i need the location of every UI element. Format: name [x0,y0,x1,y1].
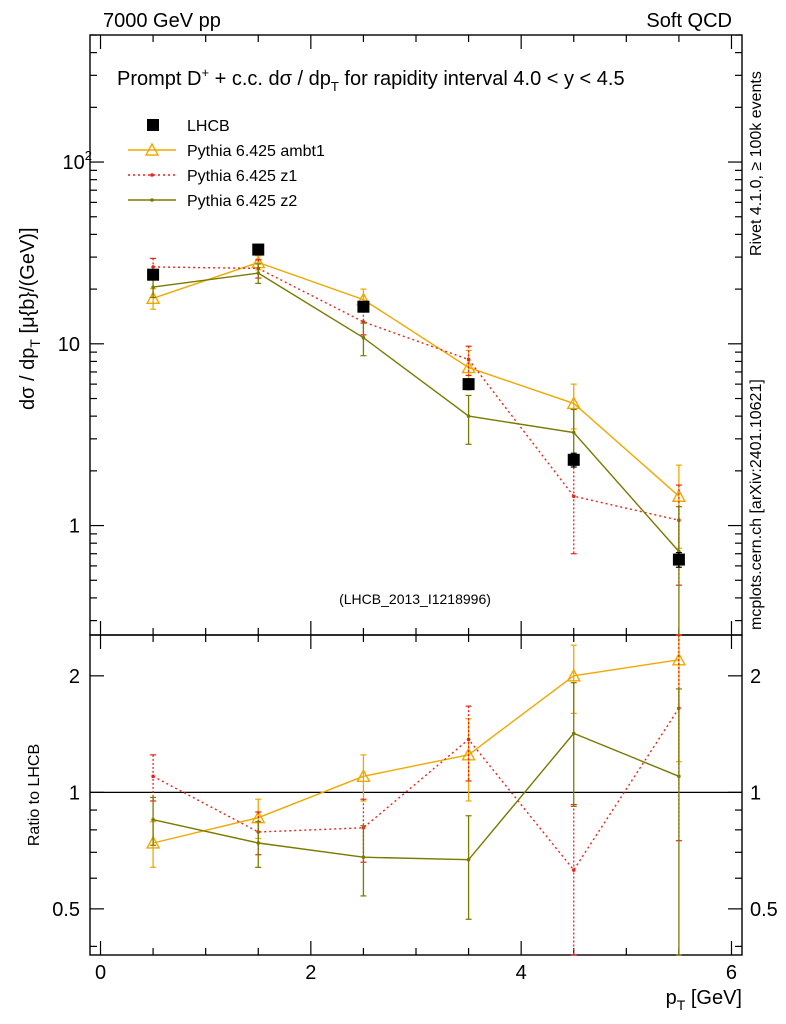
ratio-series-z1 [150,634,682,956]
main-y-tick-label-sup: 2 [85,148,92,163]
ratio-z1-dot-marker [151,774,155,779]
ratio-ambt1-triangle-marker [566,668,581,682]
ratio-z2-dot-marker [361,855,366,859]
legend-item-z2: Pythia 6.425 z2 [128,193,297,210]
ratio-plot-frame [89,634,743,956]
main-y-tick-label: 102 [63,148,92,174]
x-tick-label: 2 [305,962,316,984]
legend-item-lhcb: LHCB [147,118,230,135]
main-y-axis-label: dσ / dpT [μ{b}/(GeV)] [17,227,43,410]
ratio-series-z2 [150,682,682,956]
ratio-y-tick-label: 0.5 [52,899,80,921]
side-label-mcplots: mcplots.cern.ch [arXiv:2401.10621] [748,379,765,630]
ratio-z1-dot-marker [571,868,576,872]
ratio-z1-dot-marker [466,737,471,742]
header-right: Soft QCD [646,10,732,32]
legend-dot-marker [150,198,154,202]
main-lhcb-square-marker [672,553,685,566]
ratio-ambt1-triangle-marker [356,768,371,783]
main-line-z2 [153,272,680,552]
ratio-z2-dot-marker [151,817,155,822]
x-label-post: [GeV] [685,987,742,1009]
ratio-z2-dot-marker [256,841,261,845]
main-series-layer [145,243,687,636]
main-ambt1-triangle-marker [566,395,581,410]
y-label-post: [μ{b}/(GeV)] [17,227,39,339]
x-axis-label: pT [GeV] [666,987,742,1013]
title-rest: for rapidity interval 4.0 < y < 4.5 [339,68,625,90]
title-prefix: Prompt D [117,68,201,90]
title-suffix: + c.c. dσ / dp [209,68,331,90]
ratio-z2-dot-marker [466,857,471,862]
side-label-rivet: Rivet 4.1.0, ≥ 100k events [748,71,765,256]
legend-label: Pythia 6.425 ambt1 [187,143,325,160]
ratio-line-z2 [152,732,680,861]
ratio-line-z1 [152,707,680,872]
main-lhcb-square-marker [462,378,475,391]
ratio-y-axis-label: Ratio to LHCB [26,744,43,846]
ratio-y-tick-label-right: 0.5 [750,899,778,921]
main-series-z2 [150,263,682,636]
main-z2-dot-marker [361,335,366,340]
ratio-series-layer [145,634,687,956]
ratio-z2-dot-marker [677,774,681,779]
legend: LHCB Pythia 6.425 ambt1 Pythia 6.425 z1 Pyt… [128,118,325,210]
title-sup: + [201,65,209,80]
legend-item-z1: Pythia 6.425 z1 [128,168,297,185]
analysis-watermark: (LHCB_2013_I1218996) [339,591,491,607]
legend-label: LHCB [187,118,230,135]
legend-label: Pythia 6.425 z2 [187,193,297,210]
main-z2-dot-marker [151,285,155,289]
main-lhcb-square-marker [147,268,160,281]
legend-triangle-marker [144,142,160,156]
ratio-line-ambt1 [152,659,680,844]
y-label-sub: T [27,339,43,348]
main-series-lhcb [147,243,685,568]
main-lhcb-square-marker [252,243,265,256]
main-title: Prompt D+ + c.c. dσ / dpT for rapidity i… [117,65,625,94]
title-sub: T [331,79,339,94]
legend-label: Pythia 6.425 z1 [187,168,297,185]
ratio-series-ambt1 [145,634,687,868]
ratio-y-tick-label-right: 1 [750,782,761,804]
main-z1-dot-marker [466,357,471,362]
ratio-axis-ticks: 0.5 0.5 1 1 2 2 0 2 4 6 [52,635,778,984]
main-series-z1 [150,257,682,586]
ratio-z2-dot-marker [571,731,576,736]
main-series-ambt1 [145,255,687,549]
x-label-sub: T [677,997,686,1013]
main-y-tick-label: 1 [69,516,80,538]
ratio-y-tick-label: 1 [69,782,80,804]
main-y-tick-label: 10 [58,334,80,356]
main-line-ambt1 [152,261,680,497]
main-z1-dot-marker [571,494,576,499]
main-z2-dot-marker [256,271,261,275]
main-lhcb-square-marker [567,453,580,466]
x-tick-label: 4 [516,962,527,984]
main-line-z1 [153,266,680,521]
ratio-y-tick-label-right: 2 [750,666,761,688]
header-left: 7000 GeV pp [103,10,221,32]
x-tick-label: 0 [95,962,106,984]
legend-dot-marker [150,173,154,177]
ratio-ambt1-triangle-marker [145,835,161,849]
main-z1-dot-marker [151,265,155,269]
x-label-pre: p [666,987,677,1009]
main-z2-dot-marker [571,430,576,435]
legend-square-icon [147,119,159,131]
main-axis-ticks: 1 10 102 [58,34,742,635]
ratio-y-tick-label: 2 [69,666,80,688]
x-tick-label: 6 [726,962,737,984]
main-z2-dot-marker [466,414,471,418]
main-lhcb-square-marker [357,300,370,313]
main-ambt1-triangle-marker [461,360,476,374]
legend-item-ambt1: Pythia 6.425 ambt1 [128,142,325,160]
y-label-pre: dσ / dp [17,348,39,410]
